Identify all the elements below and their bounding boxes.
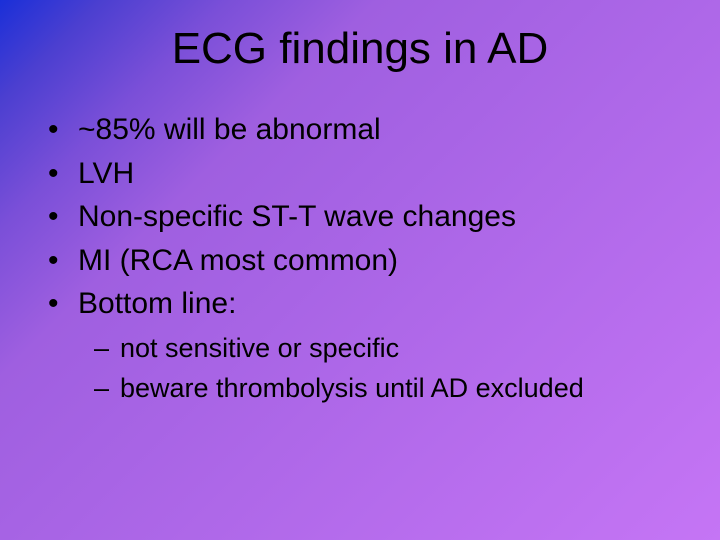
bullet-list: ~85% will be abnormal LVH Non-specific S… xyxy=(40,108,680,409)
subbullet-item: beware thrombolysis until AD excluded xyxy=(120,368,680,409)
subbullet-list: not sensitive or specific beware thrombo… xyxy=(78,328,680,409)
bullet-item: MI (RCA most common) xyxy=(78,239,680,283)
bullet-item: ~85% will be abnormal xyxy=(78,108,680,152)
bullet-item-label: Bottom line: xyxy=(78,287,236,320)
bullet-item: Non-specific ST-T wave changes xyxy=(78,195,680,239)
slide-container: ECG findings in AD ~85% will be abnormal… xyxy=(0,0,720,540)
subbullet-item: not sensitive or specific xyxy=(120,328,680,369)
bullet-item: LVH xyxy=(78,152,680,196)
bullet-item: Bottom line: not sensitive or specific b… xyxy=(78,282,680,409)
slide-title: ECG findings in AD xyxy=(40,24,680,74)
